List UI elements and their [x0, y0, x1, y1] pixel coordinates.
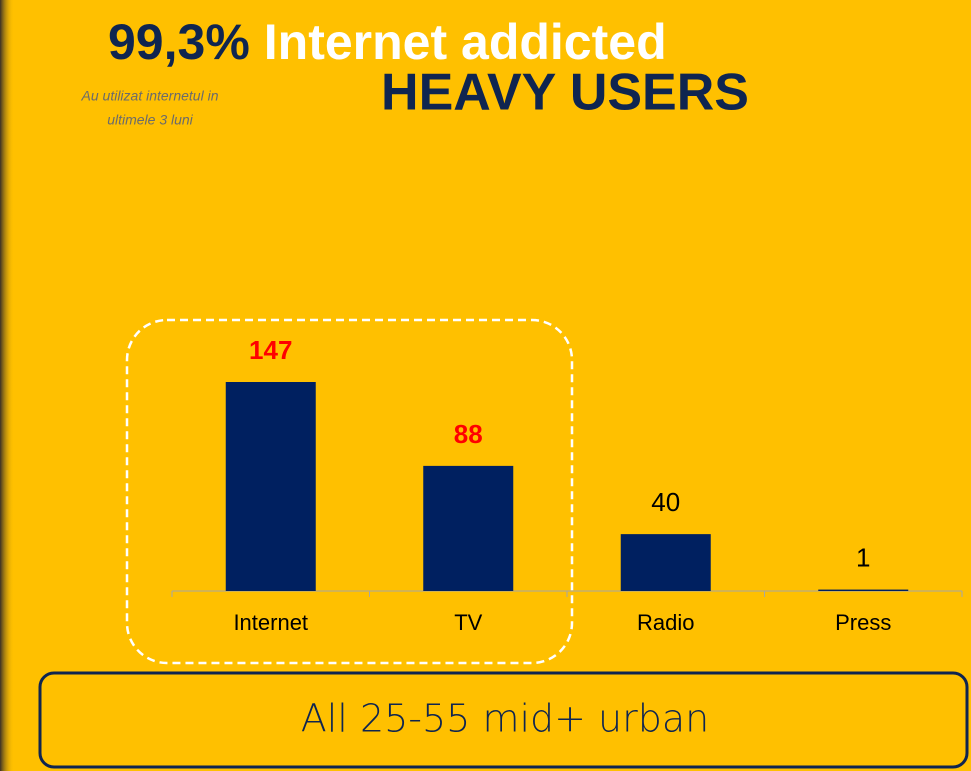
bar [225, 382, 316, 591]
bar [423, 465, 514, 591]
value-label: 147 [249, 335, 292, 365]
x-tick-label: TV [454, 610, 482, 635]
x-tick-label: Internet [233, 610, 308, 635]
highlight-frame [125, 318, 574, 665]
footer-text: All 25-55 mid+ urban [301, 697, 710, 741]
bar [818, 589, 909, 591]
x-tick-label: Press [835, 610, 891, 635]
photo-edge [0, 0, 14, 771]
value-label: 1 [856, 542, 870, 572]
value-label: 40 [651, 487, 680, 517]
title-text: Internet addicted [264, 14, 667, 70]
subtitle: HEAVY USERS [381, 64, 749, 122]
title-number: 99,3% [108, 14, 250, 70]
chart-title: 99,3% Internet addicted [108, 14, 667, 70]
value-label: 88 [454, 419, 483, 449]
bar [620, 534, 711, 591]
x-tick-label: Radio [637, 610, 694, 635]
footer-box [38, 671, 969, 769]
note-line: Au utilizat internetul in [81, 88, 219, 104]
note-line: ultimele 3 luni [107, 112, 193, 128]
